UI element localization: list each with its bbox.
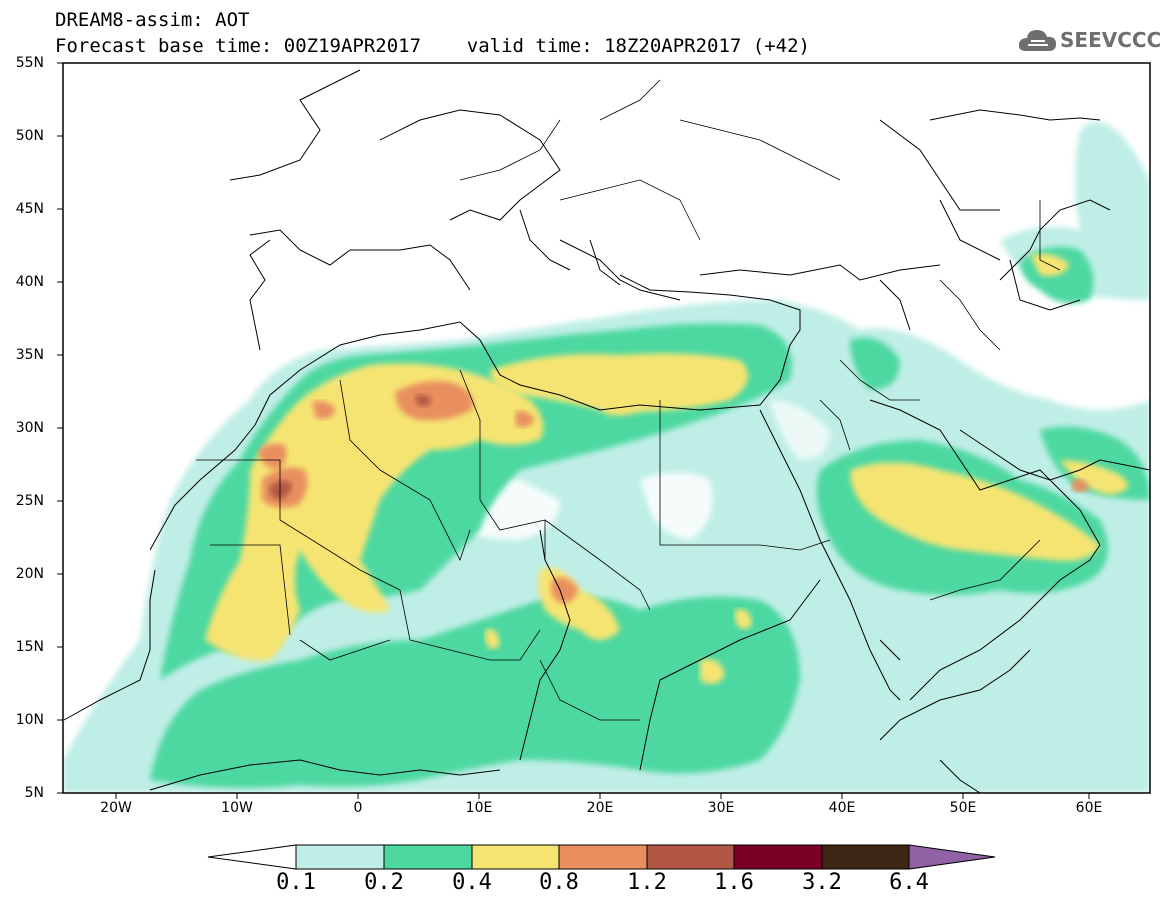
colorbar-bin	[558, 844, 648, 870]
colorbar-label: 0.1	[276, 870, 316, 895]
colorbar-high-arrow	[908, 844, 996, 870]
lat-label: 55N	[15, 55, 44, 71]
colorbar-bin	[821, 844, 910, 870]
cloud-icon	[1018, 30, 1056, 51]
coastlines	[63, 69, 1150, 793]
lon-label: 20W	[100, 800, 132, 816]
lat-label: 45N	[15, 201, 44, 217]
lon-label: 0	[353, 800, 363, 816]
colorbar-label: 6.4	[889, 870, 929, 895]
colorbar-label: 0.8	[539, 870, 579, 895]
lon-label: 60E	[1075, 800, 1103, 816]
lon-label: 50E	[949, 800, 977, 816]
lon-label: 40E	[828, 800, 856, 816]
aot-field	[63, 121, 1150, 793]
colorbar-bin	[733, 844, 823, 870]
forecast-time-line: Forecast base time: 00Z19APR2017 valid t…	[55, 35, 810, 57]
lat-label: 35N	[15, 347, 44, 363]
colorbar-bin	[295, 844, 385, 870]
colorbar-label: 1.2	[627, 870, 667, 895]
colorbar-label: 1.6	[714, 870, 754, 895]
lat-label: 50N	[15, 128, 44, 144]
colorbar-label: 3.2	[802, 870, 842, 895]
lat-label: 30N	[15, 420, 44, 436]
logo-text: SEEVCCC	[1060, 28, 1162, 52]
lat-label: 25N	[15, 493, 44, 509]
lon-label: 10W	[221, 800, 253, 816]
colorbar-bin	[471, 844, 560, 870]
colorbar-label: 0.2	[364, 870, 404, 895]
borders	[196, 79, 1061, 721]
colorbar-bin	[383, 844, 473, 870]
lat-label: 40N	[15, 274, 44, 290]
axis-ticks	[57, 62, 1090, 799]
colorbar-low-arrow	[207, 844, 297, 870]
colorbar-bin	[646, 844, 735, 870]
colorbar-label: 0.4	[452, 870, 492, 895]
map-title: DREAM8-assim: AOT	[55, 9, 250, 31]
colorbar	[207, 844, 996, 870]
lat-label: 10N	[15, 712, 44, 728]
lat-label: 20N	[15, 566, 44, 582]
lon-label: 20E	[586, 800, 614, 816]
lon-label: 30E	[707, 800, 735, 816]
seevccc-logo: SEEVCCC	[1018, 22, 1162, 58]
lat-label: 15N	[15, 639, 44, 655]
lat-label: 5N	[24, 785, 44, 801]
lon-label: 10E	[465, 800, 493, 816]
